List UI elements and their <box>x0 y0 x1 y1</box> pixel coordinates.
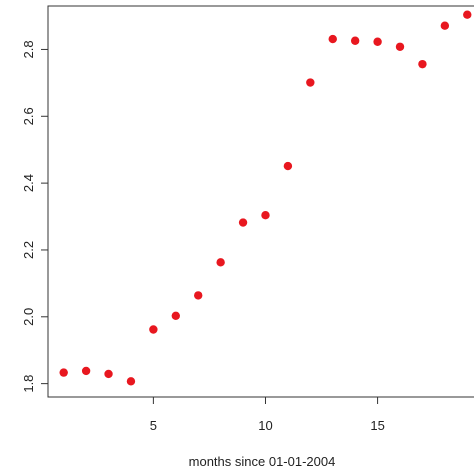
y-tick-label: 2.6 <box>21 107 36 125</box>
x-axis-label: months since 01-01-2004 <box>189 454 336 469</box>
data-point <box>171 311 180 320</box>
x-tick-label: 15 <box>370 418 384 433</box>
plot-frame <box>47 5 474 398</box>
data-point <box>306 78 315 87</box>
data-point <box>328 34 337 44</box>
data-points <box>59 10 472 386</box>
x-tick-label: 10 <box>258 418 272 433</box>
data-point <box>440 21 450 30</box>
data-point <box>238 218 248 227</box>
data-point <box>463 10 472 19</box>
y-tick-label: 2.8 <box>21 40 36 58</box>
data-point <box>149 325 158 334</box>
data-point <box>216 258 225 267</box>
y-tick-label: 2.0 <box>21 308 36 326</box>
x-tick-label: 5 <box>150 418 157 433</box>
plot-border <box>47 5 474 398</box>
y-tick-label: 1.8 <box>21 375 36 393</box>
y-tick-label: 2.4 <box>21 174 36 192</box>
data-point <box>418 59 427 69</box>
data-point <box>395 42 405 51</box>
data-point <box>194 291 203 300</box>
data-point <box>350 36 360 45</box>
data-point <box>59 368 68 377</box>
data-point <box>81 366 91 376</box>
y-tick-label: 2.2 <box>21 241 36 259</box>
x-axis: 5 10 15 <box>150 397 385 433</box>
data-point <box>373 37 382 46</box>
y-axis: 1.8 2.0 2.2 2.4 2.6 2.8 <box>21 40 48 393</box>
data-point <box>261 211 270 220</box>
data-point <box>104 369 113 379</box>
data-point <box>283 161 293 171</box>
data-point <box>126 377 136 386</box>
